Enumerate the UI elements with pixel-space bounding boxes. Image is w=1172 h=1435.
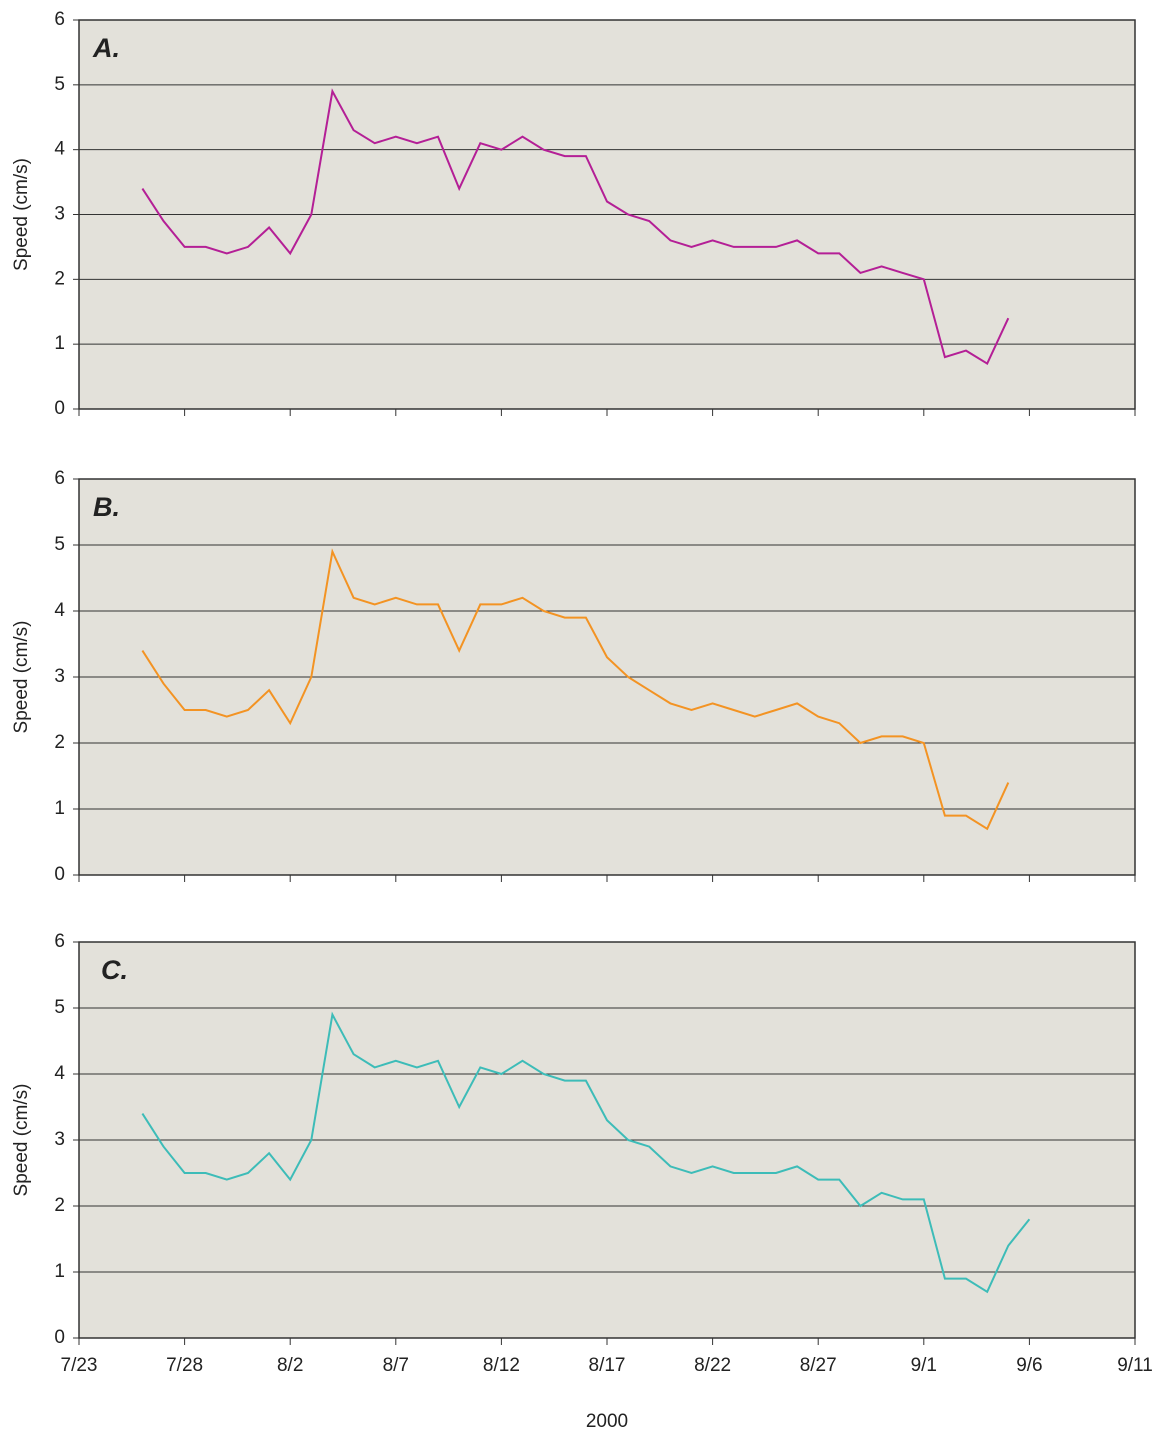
y-tick-label: 6 [54,931,65,952]
y-tick-label: 1 [54,1261,65,1282]
y-tick-label: 5 [54,534,65,555]
data-line [141,548,1010,831]
x-tick-label: 8/27 [800,1355,837,1376]
y-axis-label: Speed (cm/s) [11,621,32,734]
y-axis-label: Speed (cm/s) [11,158,32,271]
y-tick-label: 3 [54,1129,65,1150]
x-tick-label: 9/11 [1117,1355,1153,1376]
panel-title: B. [93,492,120,522]
y-tick-label: 0 [54,864,65,885]
x-axis-label: 2000 [586,1411,628,1432]
x-tick-label: 8/12 [483,1355,520,1376]
x-tick-label: 9/1 [911,1355,937,1376]
y-axis-label: Speed (cm/s) [11,1084,32,1197]
y-tick-label: 2 [54,268,65,289]
x-tick-label: 8/22 [694,1355,731,1376]
data-line [141,1011,1031,1294]
y-tick-label: 6 [54,9,65,30]
data-line [141,88,1010,366]
panel-title: C. [101,955,128,985]
y-tick-label: 1 [54,798,65,819]
x-tick-label: 8/2 [277,1355,303,1376]
x-tick-label: 7/23 [61,1355,98,1376]
y-tick-label: 4 [54,139,65,160]
y-tick-label: 4 [54,1063,65,1084]
y-tick-label: 0 [54,398,65,419]
y-tick-label: 2 [54,732,65,753]
y-tick-label: 6 [54,468,65,489]
y-tick-label: 3 [54,204,65,225]
y-tick-label: 5 [54,74,65,95]
y-tick-label: 5 [54,997,65,1018]
y-tick-label: 3 [54,666,65,687]
y-tick-label: 2 [54,1195,65,1216]
y-tick-label: 4 [54,600,65,621]
x-tick-label: 8/7 [383,1355,409,1376]
x-tick-label: 9/6 [1016,1355,1042,1376]
y-tick-label: 0 [54,1327,65,1348]
y-tick-label: 1 [54,333,65,354]
x-tick-label: 8/17 [589,1355,626,1376]
x-tick-label: 7/28 [166,1355,203,1376]
panel-title: A. [92,33,120,63]
